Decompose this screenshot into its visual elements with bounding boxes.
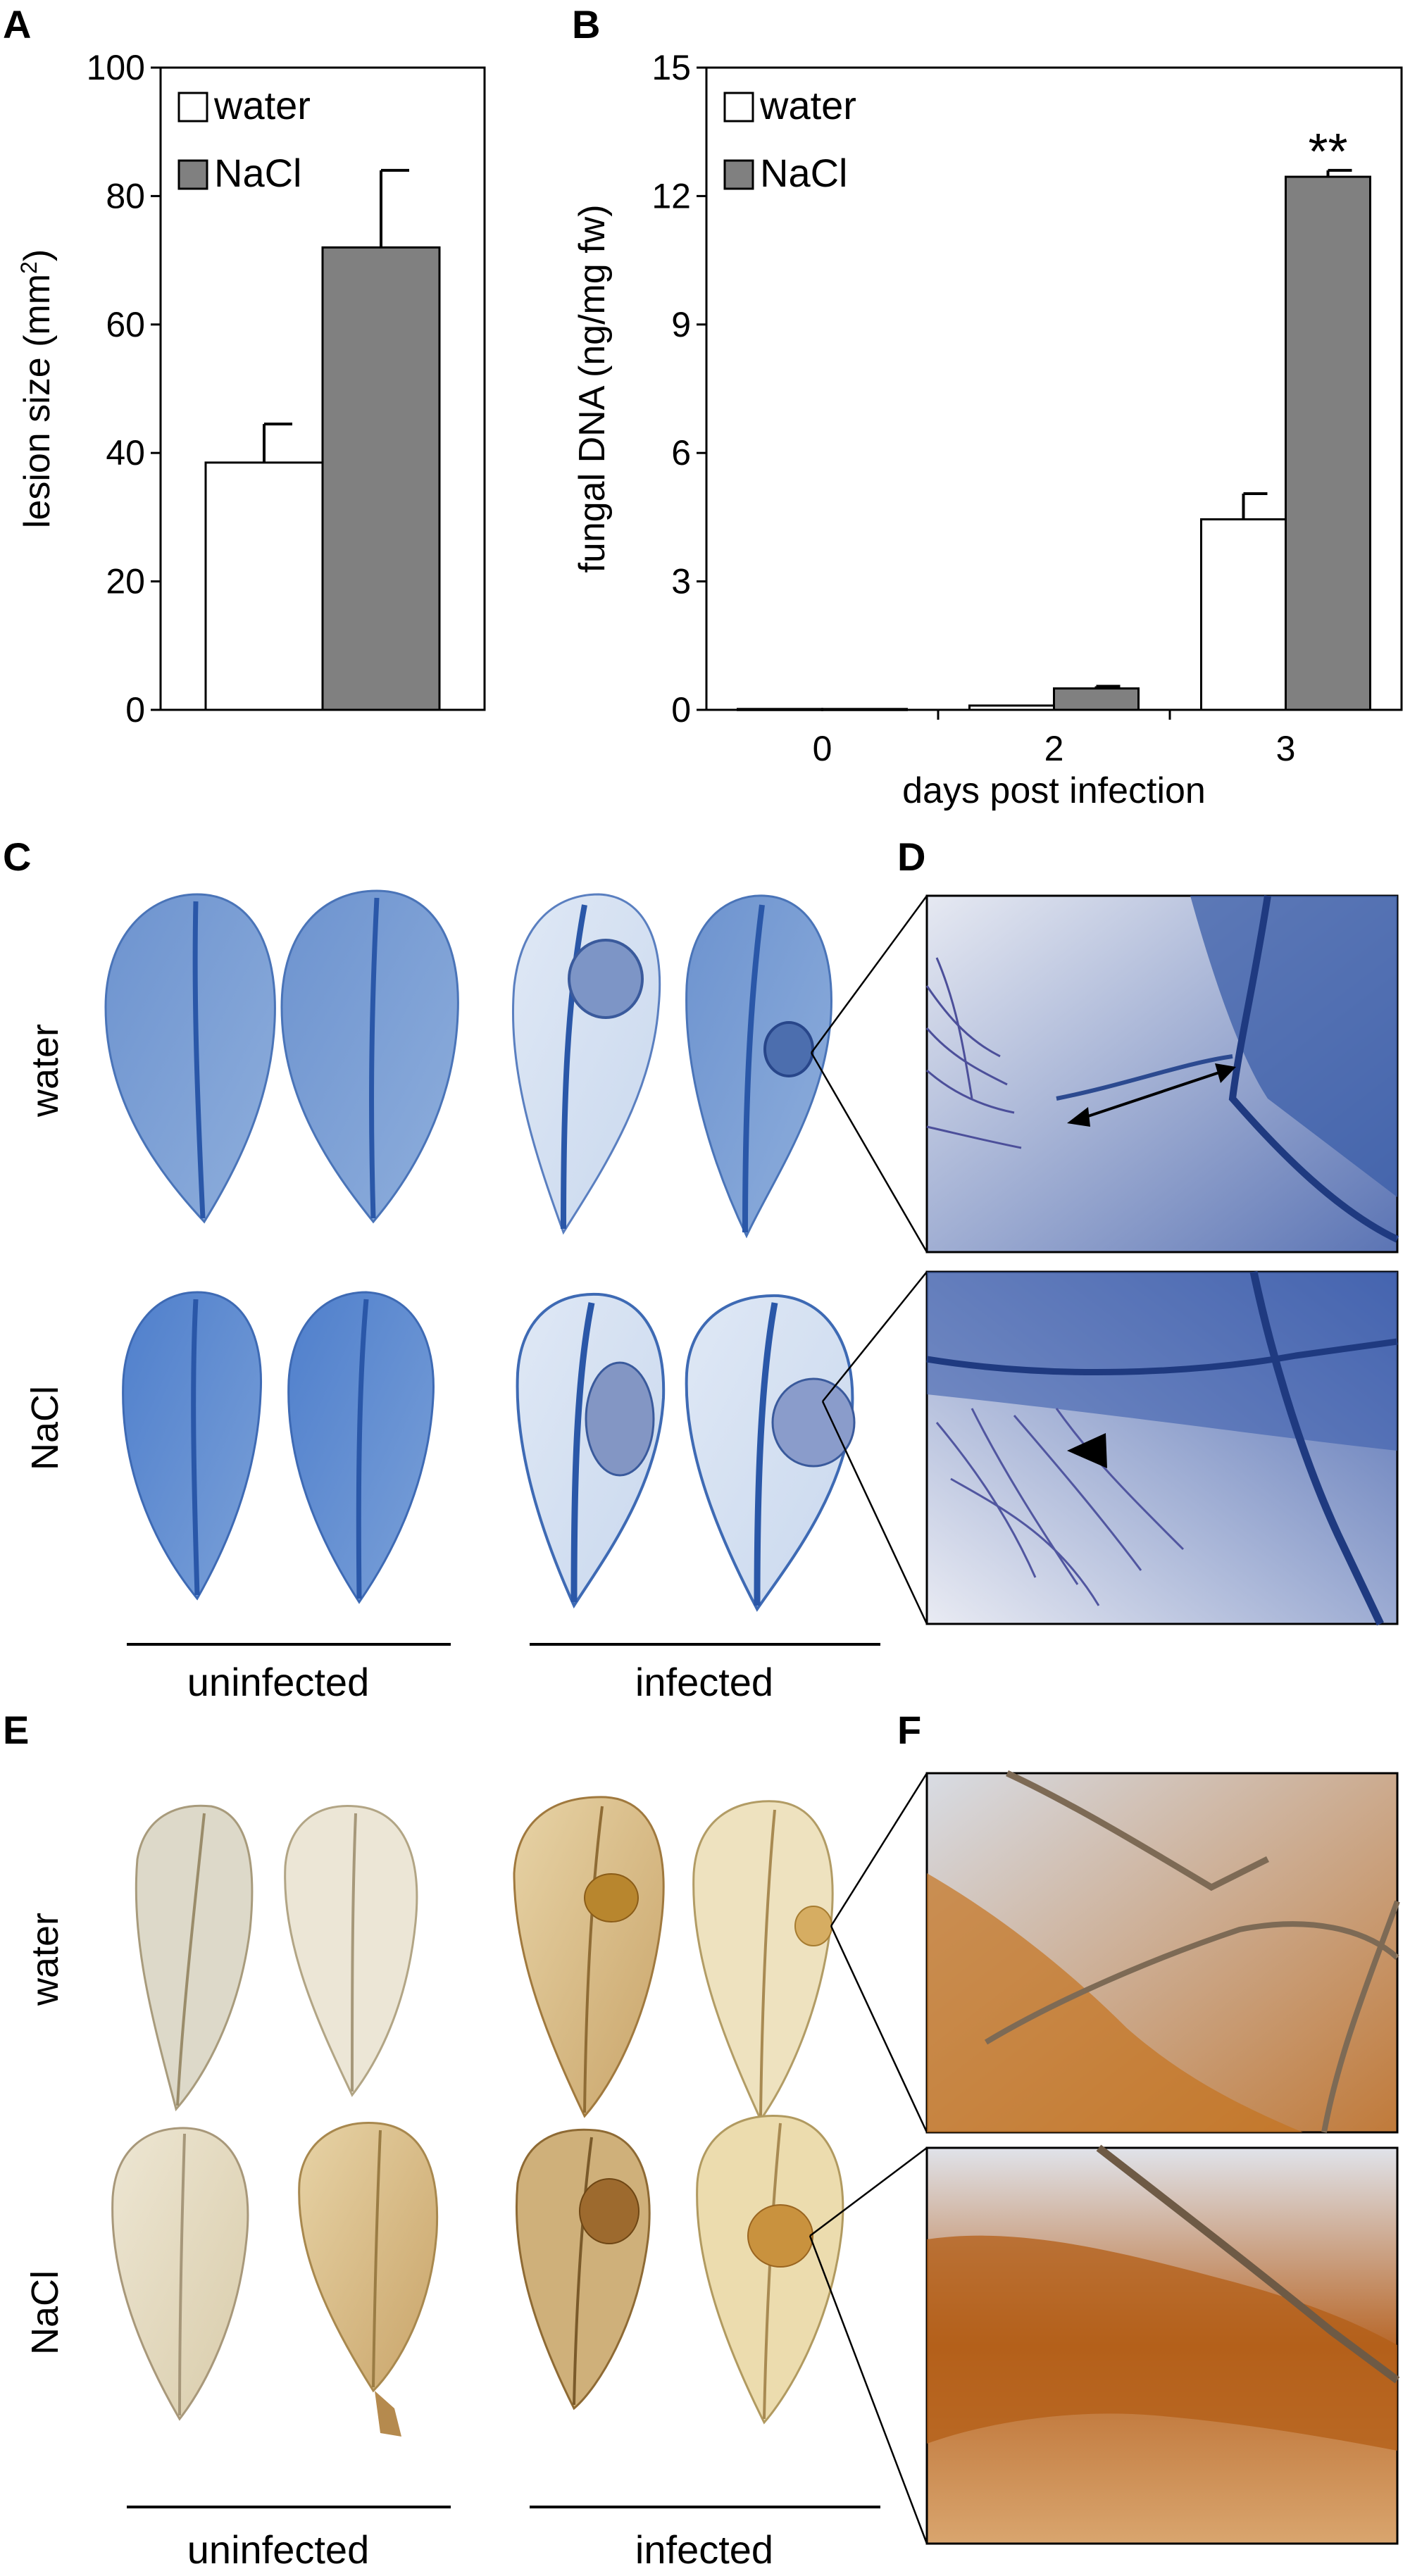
panel-e-group-label-uninfected: uninfected — [187, 2527, 369, 2572]
y-tick-label: 6 — [671, 433, 691, 473]
micrograph-d-nacl — [925, 1270, 1399, 1626]
leaf-c-water-uninfected-1 — [104, 893, 276, 1224]
lesion-c-water-infected-2 — [763, 1021, 814, 1077]
panel-letter-a: A — [3, 2, 31, 46]
panel-letter-f: F — [897, 1708, 921, 1752]
panel-c-row-label-water: water — [24, 1024, 66, 1118]
chart-b: 0 3 6 9 12 15 fungal DNA (ng/mg fw) 0 2 ** 3 days p… — [572, 48, 1403, 811]
leaf-e-nacl-infected-1 — [515, 2128, 651, 2411]
panel-letter-c: C — [3, 834, 31, 879]
leaf-e-nacl-uninfected-2-petiole — [375, 2391, 401, 2437]
bar-water — [1200, 518, 1287, 711]
y-axis-label: fungal DNA (ng/mg fw) — [572, 204, 613, 573]
leaf-e-water-infected-1-vein — [583, 1806, 604, 2113]
y-tick-label: 60 — [106, 305, 145, 344]
leaf-e-nacl-infected-1-vein — [573, 2137, 593, 2406]
x-tick-label: 2 — [1044, 729, 1064, 768]
y-tick-label: 9 — [671, 305, 691, 344]
legend-label-nacl: NaCl — [760, 151, 847, 195]
lesion-c-nacl-infected-2 — [771, 1377, 856, 1468]
leaf-c-nacl-infected-1-vein — [570, 1302, 595, 1603]
bar-nacl — [1285, 175, 1371, 711]
legend-swatch-nacl — [177, 159, 208, 190]
bar-nacl — [821, 708, 908, 711]
legend-swatch-water — [177, 92, 208, 123]
lesion-e-water-infected-2 — [794, 1906, 832, 1946]
y-tick-label: 80 — [106, 176, 145, 215]
panel-d-zoom-lines — [810, 895, 928, 1625]
arrowhead-marker-d — [1067, 1433, 1107, 1468]
leaf-e-water-uninfected-1-vein — [176, 1813, 206, 2106]
y-tick-label: 0 — [125, 690, 145, 730]
leaf-e-water-uninfected-2 — [284, 1804, 418, 2097]
leaf-c-water-infected-2-vein — [742, 904, 765, 1233]
y-axis-label-close: ) — [17, 249, 58, 261]
leaf-c-water-uninfected-1-vein — [192, 901, 206, 1219]
leaf-c-water-uninfected-2-vein — [369, 897, 380, 1219]
leaf-e-nacl-uninfected-2-vein — [372, 2130, 382, 2388]
y-axis-label-main: lesion size (mm — [17, 274, 58, 528]
bar-water — [968, 704, 1055, 711]
y-tick-label: 3 — [671, 562, 691, 601]
panel-letter-b: B — [572, 2, 600, 46]
leaf-e-nacl-uninfected-1-vein — [178, 2133, 186, 2416]
micrograph-f-water — [925, 1770, 1400, 2134]
chart-a: 0 20 40 60 80 100 lesion size (mm2) water NaCl — [16, 48, 486, 730]
x-tick-label: 3 — [1276, 729, 1296, 768]
bar-nacl — [321, 246, 441, 711]
panel-c-row-label-nacl: NaCl — [24, 1386, 66, 1470]
bar-nacl — [1053, 687, 1140, 711]
y-tick-label: 40 — [106, 433, 145, 473]
leaf-c-nacl-infected-2 — [685, 1294, 854, 1612]
y-tick-label: 12 — [651, 176, 691, 215]
panel-c-group-label-uninfected: uninfected — [187, 1660, 369, 1704]
legend-label-water: water — [759, 83, 856, 127]
panel-e-group-label-infected: infected — [635, 2527, 773, 2572]
y-tick-label: 100 — [87, 48, 145, 87]
panel-e-row-label-nacl: NaCl — [24, 2270, 66, 2355]
panel-e-row-label-water: water — [24, 1913, 66, 2006]
lesion-c-nacl-infected-1 — [585, 1361, 655, 1477]
panel-c-group-label-infected: infected — [635, 1660, 773, 1704]
leaf-c-nacl-uninfected-2-vein — [356, 1299, 369, 1599]
y-axis-label: lesion size (mm2) — [16, 249, 58, 528]
leaf-e-nacl-infected-2-vein — [763, 2122, 782, 2420]
micrograph-f-nacl — [925, 2144, 1400, 2545]
significance-marker: ** — [1308, 124, 1347, 180]
y-axis-label-sup: 2 — [16, 261, 42, 274]
panel-c-leaves — [104, 889, 856, 1612]
legend-label-water: water — [213, 83, 311, 127]
x-axis-label: days post infection — [902, 770, 1206, 811]
panel-letter-d: D — [897, 834, 925, 879]
leaf-e-water-uninfected-1 — [135, 1804, 254, 2112]
scale-arrow-d — [1077, 1069, 1226, 1121]
panel-letter-e: E — [3, 1708, 29, 1752]
leaf-c-water-infected-1-vein — [561, 904, 587, 1230]
leaf-e-water-infected-2-vein — [759, 1809, 776, 2117]
bar-water — [737, 708, 823, 711]
lesion-e-nacl-infected-2 — [747, 2204, 813, 2268]
legend-swatch-nacl — [723, 159, 754, 190]
leaf-c-nacl-uninfected-1-vein — [191, 1299, 200, 1596]
leaf-c-nacl-infected-2-vein — [754, 1302, 778, 1606]
y-tick-label: 20 — [106, 562, 145, 601]
leaf-e-water-infected-2 — [692, 1800, 834, 2122]
lesion-e-nacl-infected-1 — [579, 2178, 640, 2244]
panel-e-leaves — [111, 1796, 844, 2437]
legend-label-nacl: NaCl — [214, 151, 301, 195]
leaf-c-water-infected-2 — [685, 894, 832, 1239]
leaf-e-nacl-uninfected-2 — [298, 2121, 439, 2393]
panel-f-zoom-lines — [809, 1772, 928, 2544]
leaf-e-water-uninfected-2-vein — [351, 1813, 357, 2092]
lesion-e-water-infected-1 — [584, 1873, 639, 1922]
y-tick-label: 0 — [671, 690, 691, 730]
micrograph-d-water — [925, 894, 1399, 1253]
y-tick-label: 15 — [651, 48, 691, 87]
x-tick-label: 0 — [813, 729, 832, 768]
legend-swatch-water — [723, 92, 754, 123]
bar-water — [204, 461, 324, 711]
lesion-c-water-infected-1 — [568, 939, 644, 1019]
